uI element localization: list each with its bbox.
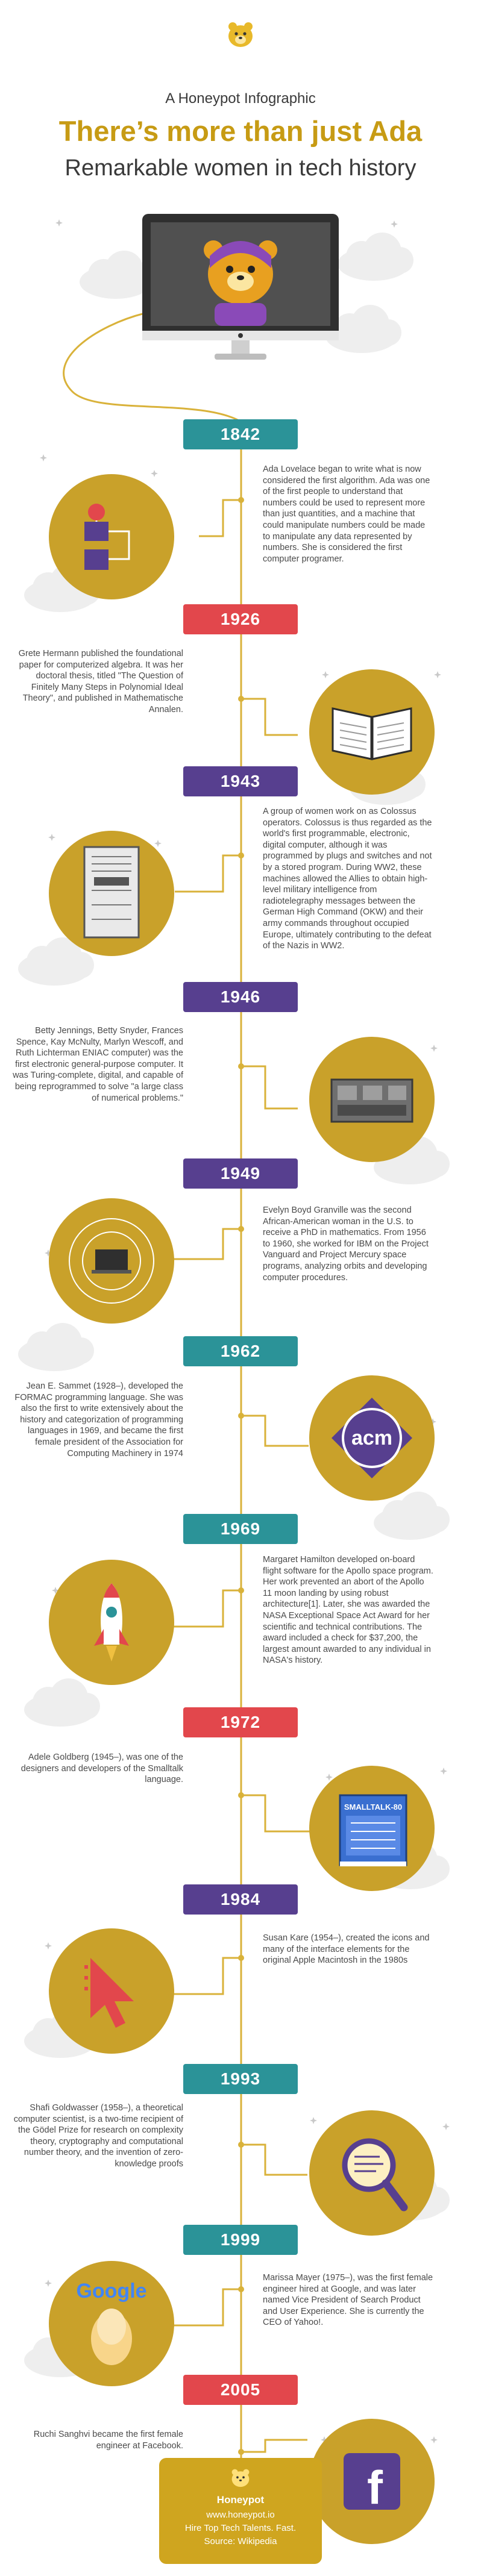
year-badge-1999: 1999 xyxy=(183,2225,298,2255)
google-logo-icon: Google xyxy=(49,2261,174,2386)
year-badge-1949: 1949 xyxy=(183,1158,298,1189)
page-subtitle: Remarkable women in tech history xyxy=(64,155,417,181)
google-logo-text: Google xyxy=(76,2280,146,2302)
event-1962-text: Jean E. Sammet (1928–), developed the FO… xyxy=(14,1381,183,1458)
footer-brand: Honeypot xyxy=(216,2494,265,2506)
cloud-icon xyxy=(338,233,413,281)
footer-tagline: Hire Top Tech Talents. Fast. xyxy=(184,2523,297,2533)
year-badge-1972: 1972 xyxy=(183,1707,298,1737)
year-badge-1962: 1962 xyxy=(183,1336,298,1366)
event-1969-text: Margaret Hamilton developed on-board fli… xyxy=(263,1555,433,1666)
acm-logo-icon: acm xyxy=(309,1375,435,1501)
event-1926-text: Grete Hermann published the foundational… xyxy=(18,649,183,714)
page-title: There’s more than just Ada xyxy=(58,115,423,147)
year-badge-1993: 1993 xyxy=(183,2064,298,2094)
event-1999-text: Marissa Mayer (1975–), was the first fem… xyxy=(263,2273,433,2328)
year-badge-1926: 1926 xyxy=(183,604,298,634)
acm-logo-text: acm xyxy=(351,1427,392,1449)
footer-url[interactable]: www.honeypot.io xyxy=(206,2510,275,2520)
event-2005-text: Ruchi Sanghvi became the first female en… xyxy=(33,2430,183,2451)
year-badge-2005: 2005 xyxy=(183,2375,298,2405)
footer-source: Source: Wikipedia xyxy=(204,2536,277,2546)
cloud-icon xyxy=(24,1678,100,1727)
event-1984-text: Susan Kare (1954–), created the icons an… xyxy=(263,1933,430,1966)
event-1943-text: A group of women work on as Colossus ope… xyxy=(263,807,432,951)
infographic-brand: A Honeypot Infographic xyxy=(165,90,316,107)
cursor-arrow-icon xyxy=(49,1928,174,2054)
colossus-machine-icon xyxy=(49,831,174,956)
event-1993-text: Shafi Goldwasser (1958–), a theoretical … xyxy=(13,2103,183,2169)
honeypot-bear-logo xyxy=(228,22,253,47)
honeypot-bear-logo xyxy=(231,2469,250,2487)
year-badge-1842: 1842 xyxy=(183,419,298,449)
smalltalk-book-icon: SMALLTALK-80 xyxy=(309,1766,435,1891)
event-1946-text: Betty Jennings, Betty Snyder, Frances Sp… xyxy=(13,1026,183,1103)
cloud-icon xyxy=(18,1323,94,1371)
eniac-computer-icon xyxy=(309,1037,435,1162)
year-badge-1984: 1984 xyxy=(183,1884,298,1915)
event-1972-text: Adele Goldberg (1945–), was one of the d… xyxy=(20,1752,183,1785)
facebook-logo-icon: f xyxy=(309,2419,435,2544)
year-badge-1946: 1946 xyxy=(183,982,298,1012)
event-1842-text: Ada Lovelace began to write what is now … xyxy=(263,464,430,564)
magnifier-code-icon xyxy=(309,2110,435,2236)
smalltalk-book-title: SMALLTALK-80 xyxy=(344,1802,402,1812)
engine-diagram-icon xyxy=(49,474,174,599)
footer-box: Honeypot www.honeypot.io Hire Top Tech T… xyxy=(159,2458,322,2564)
rocket-icon xyxy=(49,1560,174,1685)
event-1949-text: Evelyn Boyd Granville was the second Afr… xyxy=(263,1205,429,1283)
year-badge-1969: 1969 xyxy=(183,1514,298,1544)
monitor-bear-illustration xyxy=(142,214,339,360)
orbit-laptop-icon xyxy=(49,1198,174,1324)
open-book-icon xyxy=(309,669,435,795)
year-badge-1943: 1943 xyxy=(183,766,298,796)
facebook-logo-text: f xyxy=(367,2461,383,2514)
